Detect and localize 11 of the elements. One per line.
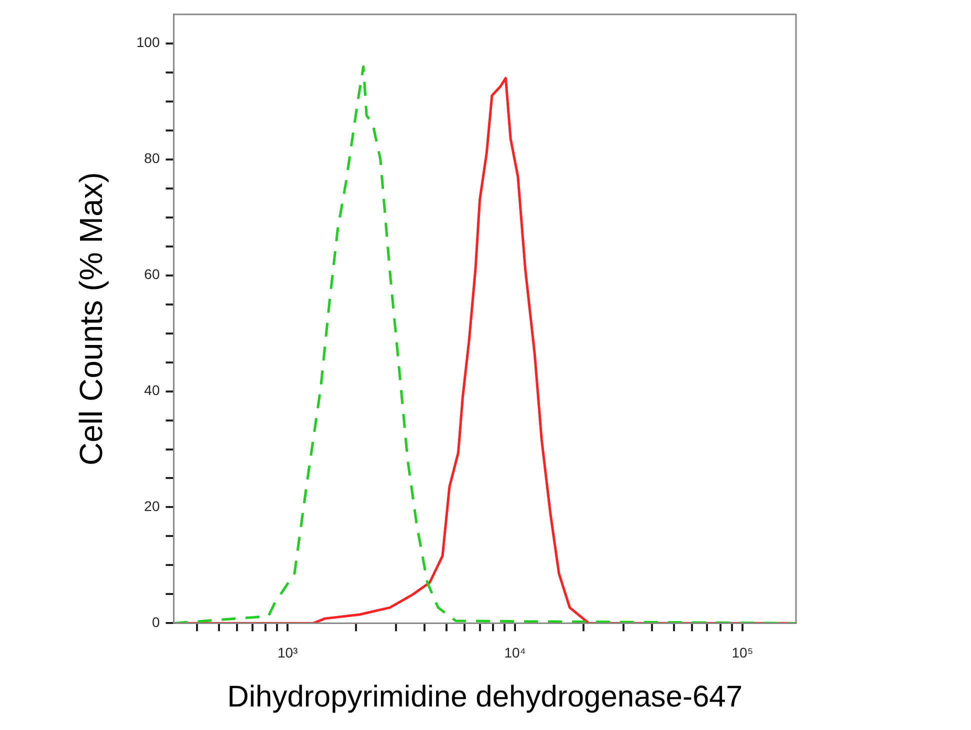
y-tick-label: 20	[144, 498, 160, 514]
y-tick-label: 100	[136, 34, 160, 50]
y-tick-label: 40	[144, 382, 160, 398]
x-axis-title: Dihydropyrimidine dehydrogenase-647	[227, 680, 743, 714]
x-tick-label: 10⁵	[732, 644, 754, 660]
y-tick-label: 0	[152, 614, 160, 630]
y-tick-label: 80	[144, 150, 160, 166]
x-tick-label: 10⁴	[504, 644, 526, 660]
y-axis-title: Cell Counts (% Max)	[73, 172, 110, 466]
y-tick-label: 60	[144, 266, 160, 282]
x-tick-label: 10³	[277, 644, 298, 660]
